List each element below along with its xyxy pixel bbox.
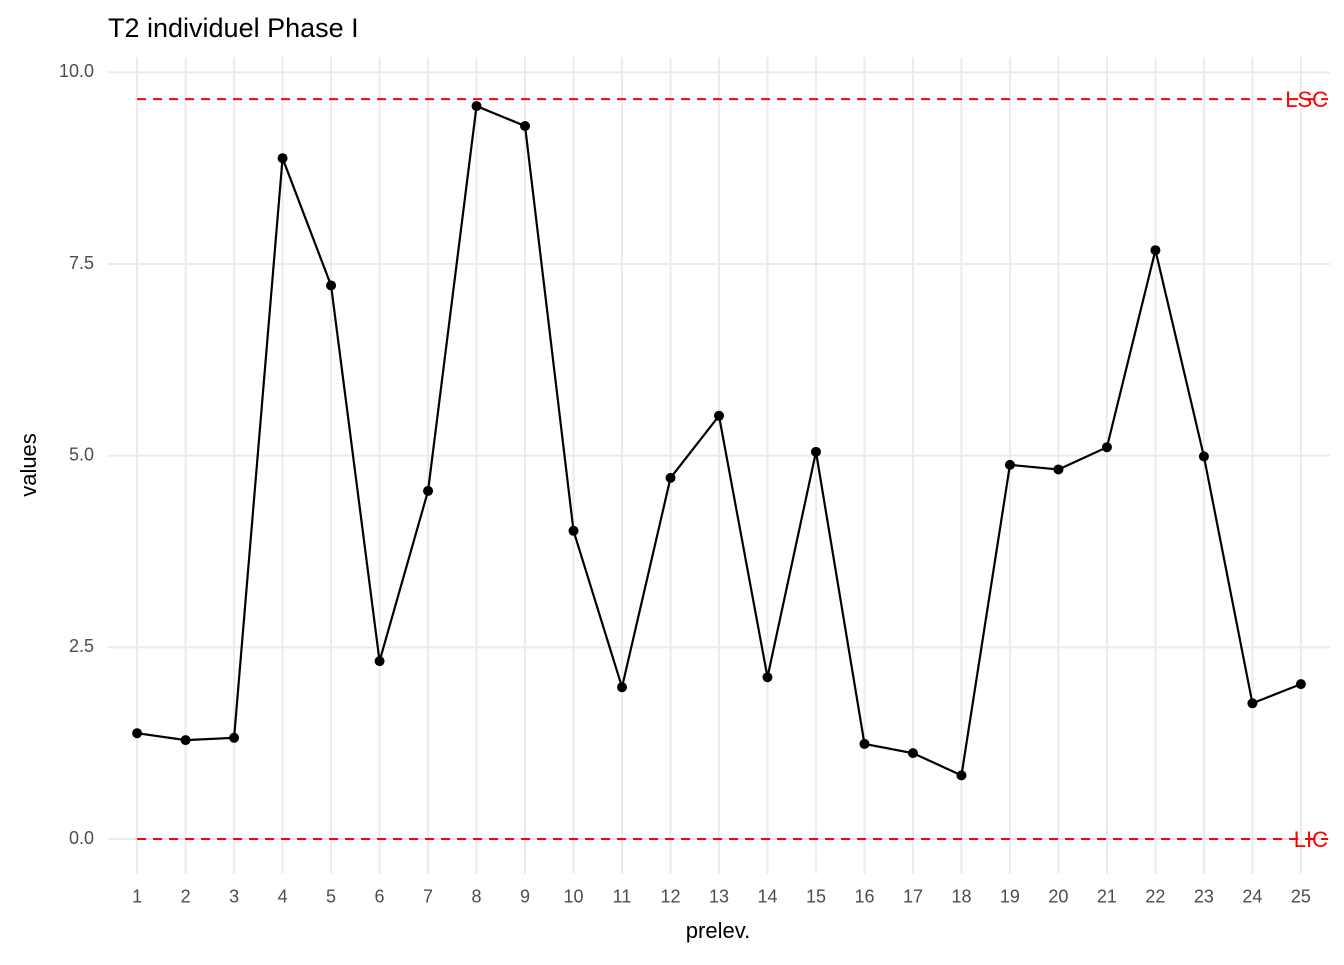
chart-title: T2 individuel Phase I bbox=[108, 13, 359, 43]
point bbox=[1247, 698, 1258, 709]
point bbox=[568, 525, 579, 536]
x-tick-label: 19 bbox=[1000, 886, 1020, 906]
x-tick-label: 4 bbox=[278, 886, 288, 906]
x-tick-label: 2 bbox=[181, 886, 191, 906]
x-axis-label: prelev. bbox=[686, 918, 750, 943]
point bbox=[229, 732, 240, 743]
point bbox=[471, 101, 482, 112]
point bbox=[520, 121, 531, 131]
y-axis-label: values bbox=[16, 433, 41, 497]
y-tick-label: 7.5 bbox=[69, 253, 94, 273]
point bbox=[810, 446, 821, 457]
point bbox=[1101, 442, 1112, 453]
x-tick-label: 1 bbox=[132, 886, 142, 906]
point bbox=[1150, 245, 1161, 256]
point bbox=[423, 485, 434, 496]
x-tick-label: 9 bbox=[520, 886, 530, 906]
point bbox=[956, 770, 967, 781]
point bbox=[374, 656, 385, 667]
point bbox=[1053, 464, 1064, 475]
y-tick-label: 10.0 bbox=[59, 61, 94, 81]
x-tick-label: 22 bbox=[1145, 886, 1165, 906]
y-tick-label: 5.0 bbox=[69, 444, 94, 464]
point bbox=[326, 280, 337, 291]
point bbox=[762, 672, 773, 683]
point bbox=[714, 410, 724, 421]
point bbox=[665, 472, 676, 483]
x-tick-label: 13 bbox=[709, 886, 729, 906]
x-tick-label: 23 bbox=[1194, 886, 1214, 906]
x-tick-label: 5 bbox=[326, 886, 336, 906]
point bbox=[180, 735, 191, 746]
point bbox=[1198, 451, 1209, 462]
x-tick-label: 7 bbox=[423, 886, 433, 906]
x-tick-label: 24 bbox=[1242, 886, 1262, 906]
x-tick-label: 3 bbox=[229, 886, 239, 906]
y-tick-label: 2.5 bbox=[69, 636, 94, 656]
x-tick-label: 21 bbox=[1097, 886, 1117, 906]
x-tick-label: 11 bbox=[613, 886, 632, 906]
x-tick-label: 25 bbox=[1291, 886, 1311, 906]
x-tick-label: 12 bbox=[660, 886, 680, 906]
x-tick-label: 15 bbox=[806, 886, 826, 906]
x-tick-label: 6 bbox=[375, 886, 385, 906]
point bbox=[277, 153, 288, 164]
point bbox=[132, 728, 143, 739]
x-tick-label: 8 bbox=[472, 886, 482, 906]
x-tick-label: 18 bbox=[951, 886, 971, 906]
x-tick-label: 14 bbox=[757, 886, 777, 906]
point bbox=[1004, 459, 1015, 470]
x-tick-label: 17 bbox=[903, 886, 923, 906]
point bbox=[617, 682, 628, 693]
x-tick-label: 20 bbox=[1048, 886, 1068, 906]
y-tick-label: 0.0 bbox=[69, 828, 94, 848]
x-tick-label: 10 bbox=[564, 886, 584, 906]
point bbox=[907, 748, 918, 759]
x-tick-label: 16 bbox=[854, 886, 874, 906]
point bbox=[1295, 679, 1306, 690]
point bbox=[859, 738, 870, 749]
